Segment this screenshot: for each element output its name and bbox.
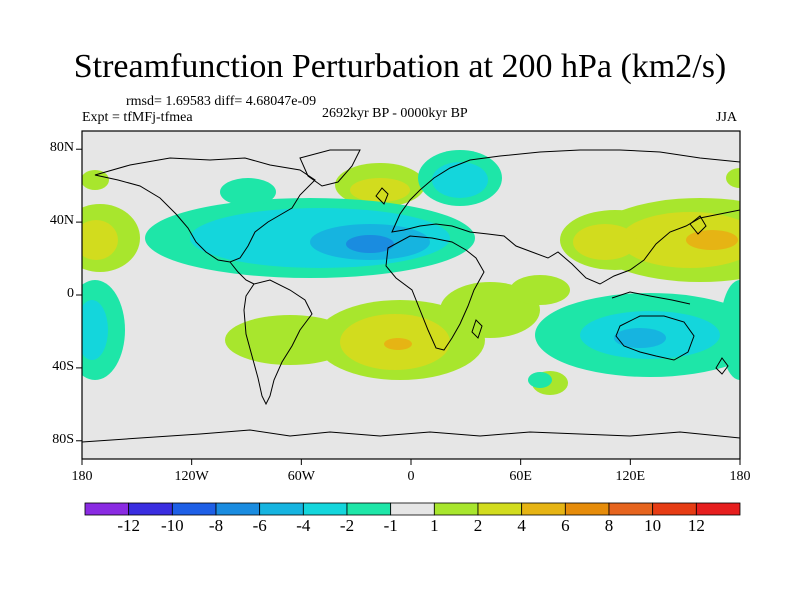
colorbar-label: -12	[117, 516, 140, 535]
central-america-coast	[229, 261, 255, 285]
south-america-positive-2	[225, 315, 355, 365]
uk-coast	[375, 187, 389, 205]
lon-tick-label: 60W	[287, 469, 315, 484]
lon-tick-label: 180	[729, 469, 751, 484]
colorbar-label: -8	[208, 516, 224, 535]
colorbar-swatch	[171, 502, 217, 516]
colorbar-swatch	[128, 502, 173, 516]
australia-coast	[615, 315, 695, 361]
pacific-positive-6	[686, 230, 738, 250]
lat-tick-label: 80N	[49, 140, 74, 156]
greenland-coast	[299, 149, 361, 187]
colorbar-swatch	[608, 502, 654, 516]
atlantic-negative-6	[346, 235, 394, 253]
canada-negative-1	[220, 178, 276, 206]
period-label: 2692kyr BP - 0000kyr BP	[322, 106, 468, 121]
colorbar-swatch	[259, 502, 304, 516]
colorbar-swatch	[433, 502, 479, 516]
lat-tick-label: 40N	[49, 213, 74, 229]
africa-coast	[385, 235, 485, 351]
season-label: JJA	[716, 110, 738, 125]
lon-tick-label: 180	[71, 469, 93, 484]
colorbar-label: -10	[160, 516, 184, 535]
east-pacific-positive-4	[82, 220, 118, 260]
lon-tick-label: 0	[407, 469, 415, 484]
positive-6-regions	[384, 230, 738, 350]
new-zealand-coast	[715, 357, 729, 375]
kamchatka-positive-2	[726, 168, 740, 188]
madagascar-coast	[471, 319, 483, 339]
colorbar-label: 4	[517, 516, 526, 535]
indonesia-coast	[611, 291, 691, 305]
colorbar-swatch	[215, 502, 261, 516]
asia-positive-4	[573, 224, 637, 260]
colorbar-swatch	[302, 502, 348, 516]
experiment-label: Expt = tfMFj-tfmea	[82, 110, 193, 125]
negative-6-regions	[346, 235, 394, 253]
colorbar-swatch	[390, 502, 435, 516]
north-america-coast	[94, 157, 316, 263]
scandinavia-negative-2	[432, 162, 488, 198]
alaska-positive-2	[82, 170, 109, 190]
chart-title: Streamfunction Perturbation at 200 hPa (…	[73, 48, 727, 85]
lon-tick-label: 60E	[509, 469, 532, 484]
colorbar-swatch	[695, 502, 741, 516]
colorbar-swatch	[652, 502, 697, 516]
rmsd-text: rmsd= 1.69583 diff= 4.68047e-09	[126, 94, 317, 109]
coastlines	[82, 149, 740, 443]
antarctica-coast	[82, 429, 740, 443]
colorbar-label: 6	[561, 516, 570, 535]
colorbar-swatch	[84, 502, 130, 516]
lat-tick-label: 40S	[52, 358, 74, 374]
lat-tick-label: 0	[67, 286, 74, 301]
colorbar-label: 1	[430, 516, 439, 535]
colorbar-swatch	[564, 502, 610, 516]
south-america-coast	[243, 279, 313, 406]
south-pacific-negative-2	[82, 300, 108, 360]
colorbar	[84, 502, 741, 516]
colorbar-label: -6	[252, 516, 267, 535]
southern-ocean-negative-1	[528, 372, 552, 388]
japan-coast	[689, 215, 707, 235]
colorbar-swatch	[477, 502, 523, 516]
colorbar-label: 8	[604, 516, 614, 535]
lon-tick-label: 120W	[174, 469, 209, 484]
lon-tick-label: 120E	[615, 469, 646, 484]
colorbar-label: -4	[296, 516, 311, 535]
lat-tick-label: 80S	[52, 431, 74, 447]
eurasia-coast	[391, 149, 740, 285]
pacific-positive-4	[620, 212, 740, 268]
colorbar-swatch	[521, 502, 566, 516]
south-pacific-east-negative-1	[720, 280, 740, 380]
australia-negative-4	[614, 328, 666, 348]
colorbar-label: 10	[644, 516, 662, 535]
colorbar-label: 2	[473, 516, 483, 535]
colorbar-label: -1	[383, 516, 398, 535]
south-atlantic-positive-6	[384, 338, 412, 350]
africa-east-positive-2	[510, 275, 570, 305]
axis-ticks	[76, 148, 741, 465]
colorbar-swatch	[346, 502, 392, 516]
colorbar-label: -2	[339, 516, 355, 535]
colorbar-label: 12	[687, 516, 705, 535]
